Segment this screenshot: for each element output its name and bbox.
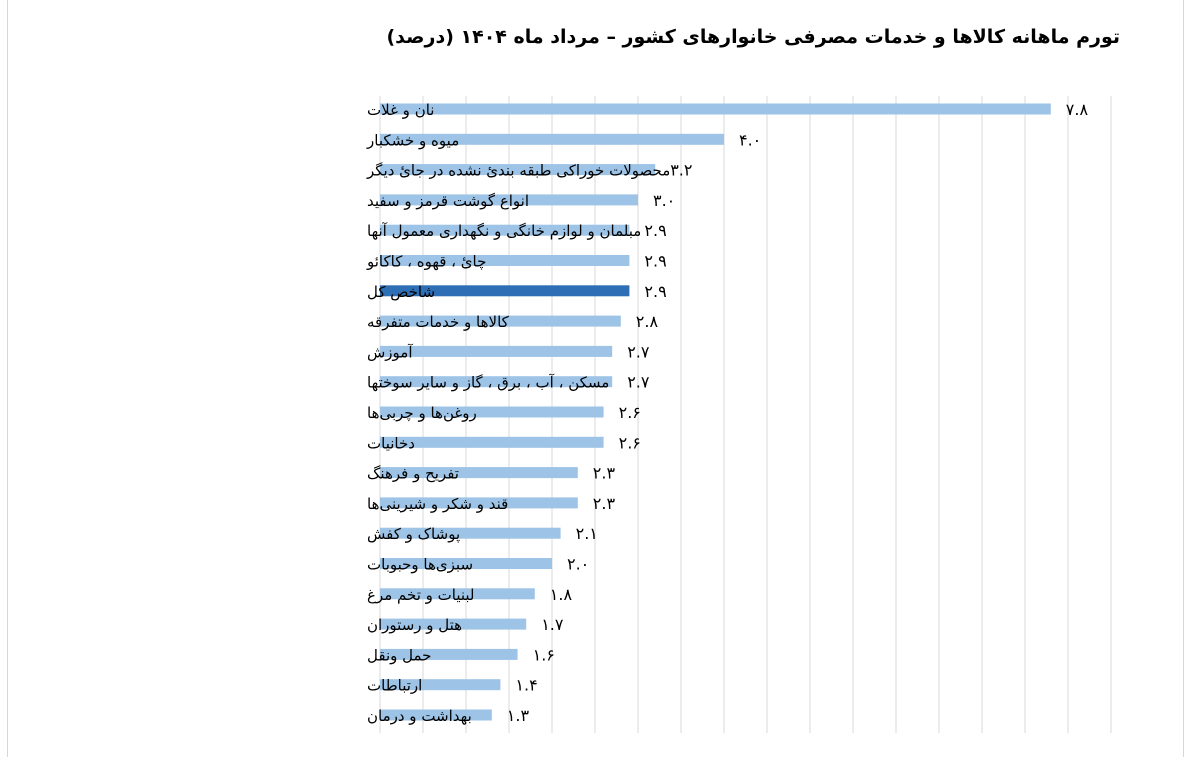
category-label: مسکن ، آب ، برق ، گاز و سایر سوختها xyxy=(367,374,609,392)
bar xyxy=(380,436,604,448)
category-label: هتل و رستوران xyxy=(367,616,462,634)
category-label: میوه و خشکبار xyxy=(366,131,459,149)
bar xyxy=(380,527,561,539)
value-label: ۲.۸ xyxy=(636,312,659,331)
value-label: ۲.۹ xyxy=(644,221,666,240)
category-label: آموزش xyxy=(367,343,413,361)
category-label: نان و غلات xyxy=(367,101,434,119)
bar xyxy=(380,558,552,569)
value-label: ۲.۱ xyxy=(576,524,598,543)
value-label: ۲.۶ xyxy=(619,403,641,422)
value-label: ۱.۳ xyxy=(507,706,530,725)
value-label: ۳.۲ xyxy=(670,161,692,180)
bar xyxy=(380,406,604,418)
bar-highlight xyxy=(380,285,630,297)
bar xyxy=(380,224,630,236)
value-label: ۲.۷ xyxy=(627,373,650,392)
bar xyxy=(380,497,578,509)
category-label: لبنیات و تخم مرغ xyxy=(367,586,475,604)
bar xyxy=(380,103,1051,115)
value-label: ۱.۴ xyxy=(515,676,537,695)
value-label: ۴.۰ xyxy=(739,130,761,149)
value-label: ۷.۸ xyxy=(1066,100,1089,119)
bar xyxy=(380,345,613,357)
chart-title: تورم ماهانه کالاها و خدمات مصرفی خانواره… xyxy=(386,26,1120,48)
value-label: ۲.۳ xyxy=(593,464,616,483)
value-label: ۱.۸ xyxy=(550,585,573,604)
category-label: حمل ونقل xyxy=(367,646,431,664)
bar xyxy=(380,255,630,266)
value-label: ۳.۰ xyxy=(653,191,675,210)
category-label: پوشاک و کفش xyxy=(367,525,460,544)
bar xyxy=(380,618,527,630)
bar xyxy=(380,315,621,327)
bar xyxy=(380,709,492,721)
bar xyxy=(380,194,638,206)
category-label: کالاها و خدمات متفرقه xyxy=(367,313,510,331)
category-label: ارتباطات xyxy=(367,677,422,695)
category-label: چائ ، قهوه ، کاکائو xyxy=(366,253,486,271)
bar xyxy=(380,648,518,660)
bar xyxy=(380,164,656,176)
value-label: ۲.۳ xyxy=(593,494,616,513)
category-label: محصولات خوراکی طبقه بندیٔ نشده در جائ دی… xyxy=(366,162,670,180)
bar xyxy=(380,133,724,145)
value-label: ۲.۷ xyxy=(627,342,650,361)
chart-frame xyxy=(7,0,1184,757)
bar xyxy=(380,588,535,600)
category-label: روغن‌ها و چربی‌ها xyxy=(367,404,477,422)
value-label: ۱.۶ xyxy=(533,645,555,664)
category-label: شاخص کل xyxy=(367,283,435,301)
bar xyxy=(380,679,501,691)
category-label: بهداشت و درمان xyxy=(367,707,472,725)
value-label: ۲.۰ xyxy=(567,555,589,574)
category-label: سبزی‌ها وحبوبات xyxy=(367,556,473,574)
bar xyxy=(380,376,613,388)
value-label: ۲.۹ xyxy=(644,282,666,301)
bar xyxy=(380,467,578,479)
category-label: مبلمان و لوازم خانگی و نگهداری معمول آنه… xyxy=(367,222,641,240)
value-label: ۲.۹ xyxy=(644,252,666,271)
category-label: تفریح و فرهنگ xyxy=(367,465,459,483)
value-label: ۱.۷ xyxy=(541,615,564,634)
category-label: انواع گوشت قرمز و سفید xyxy=(367,192,529,210)
category-label: قند و شکر و شیرینی‌ها xyxy=(367,495,508,513)
value-label: ۲.۶ xyxy=(619,433,641,452)
category-label: دخانیات xyxy=(367,434,415,452)
